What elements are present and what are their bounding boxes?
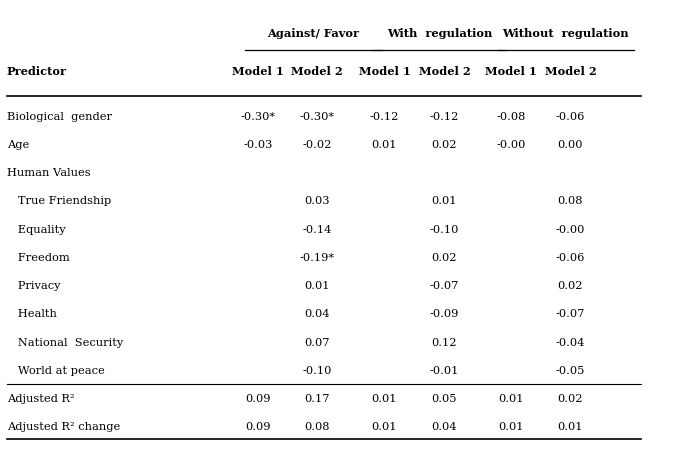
Text: Health: Health	[7, 309, 56, 319]
Text: 0.01: 0.01	[498, 422, 524, 432]
Text: Model 2: Model 2	[544, 66, 597, 77]
Text: -0.30*: -0.30*	[241, 112, 276, 122]
Text: Model 2: Model 2	[291, 66, 343, 77]
Text: -0.00: -0.00	[556, 224, 585, 235]
Text: Freedom: Freedom	[7, 253, 70, 263]
Text: 0.01: 0.01	[371, 394, 398, 404]
Text: 0.04: 0.04	[431, 422, 457, 432]
Text: -0.01: -0.01	[430, 366, 459, 376]
Text: -0.19*: -0.19*	[300, 253, 334, 263]
Text: Adjusted R² change: Adjusted R² change	[7, 422, 120, 432]
Text: -0.06: -0.06	[556, 112, 585, 122]
Text: Model 1: Model 1	[358, 66, 411, 77]
Text: 0.17: 0.17	[304, 394, 330, 404]
Text: 0.02: 0.02	[557, 394, 584, 404]
Text: 0.09: 0.09	[245, 422, 271, 432]
Text: 0.12: 0.12	[431, 337, 457, 347]
Text: -0.08: -0.08	[497, 112, 526, 122]
Text: 0.01: 0.01	[371, 422, 398, 432]
Text: 0.05: 0.05	[431, 394, 457, 404]
Text: Biological  gender: Biological gender	[7, 112, 112, 122]
Text: -0.10: -0.10	[430, 224, 459, 235]
Text: 0.02: 0.02	[431, 253, 457, 263]
Text: Model 1: Model 1	[232, 66, 285, 77]
Text: -0.04: -0.04	[556, 337, 585, 347]
Text: Human Values: Human Values	[7, 168, 90, 178]
Text: Model 1: Model 1	[485, 66, 537, 77]
Text: Against/ Favor: Against/ Favor	[267, 28, 360, 39]
Text: 0.07: 0.07	[304, 337, 330, 347]
Text: -0.03: -0.03	[244, 140, 273, 150]
Text: 0.01: 0.01	[431, 196, 457, 207]
Text: 0.04: 0.04	[304, 309, 330, 319]
Text: Predictor: Predictor	[7, 66, 67, 77]
Text: 0.01: 0.01	[498, 394, 524, 404]
Text: -0.07: -0.07	[430, 281, 459, 291]
Text: 0.08: 0.08	[304, 422, 330, 432]
Text: -0.00: -0.00	[497, 140, 526, 150]
Text: 0.01: 0.01	[557, 422, 584, 432]
Text: 0.00: 0.00	[557, 140, 584, 150]
Text: Adjusted R²: Adjusted R²	[7, 394, 74, 404]
Text: -0.30*: -0.30*	[300, 112, 334, 122]
Text: Model 2: Model 2	[418, 66, 471, 77]
Text: Equality: Equality	[7, 224, 65, 235]
Text: -0.10: -0.10	[302, 366, 331, 376]
Text: 0.09: 0.09	[245, 394, 271, 404]
Text: True Friendship: True Friendship	[7, 196, 111, 207]
Text: World at peace: World at peace	[7, 366, 105, 376]
Text: Without  regulation: Without regulation	[502, 28, 628, 39]
Text: 0.03: 0.03	[304, 196, 330, 207]
Text: -0.05: -0.05	[556, 366, 585, 376]
Text: National  Security: National Security	[7, 337, 123, 347]
Text: -0.14: -0.14	[302, 224, 331, 235]
Text: -0.12: -0.12	[430, 112, 459, 122]
Text: -0.12: -0.12	[370, 112, 399, 122]
Text: Age: Age	[7, 140, 29, 150]
Text: 0.01: 0.01	[371, 140, 398, 150]
Text: With  regulation: With regulation	[387, 28, 492, 39]
Text: 0.02: 0.02	[431, 140, 457, 150]
Text: -0.09: -0.09	[430, 309, 459, 319]
Text: -0.06: -0.06	[556, 253, 585, 263]
Text: -0.02: -0.02	[302, 140, 331, 150]
Text: 0.08: 0.08	[557, 196, 584, 207]
Text: 0.01: 0.01	[304, 281, 330, 291]
Text: Privacy: Privacy	[7, 281, 61, 291]
Text: -0.07: -0.07	[556, 309, 585, 319]
Text: 0.02: 0.02	[557, 281, 584, 291]
